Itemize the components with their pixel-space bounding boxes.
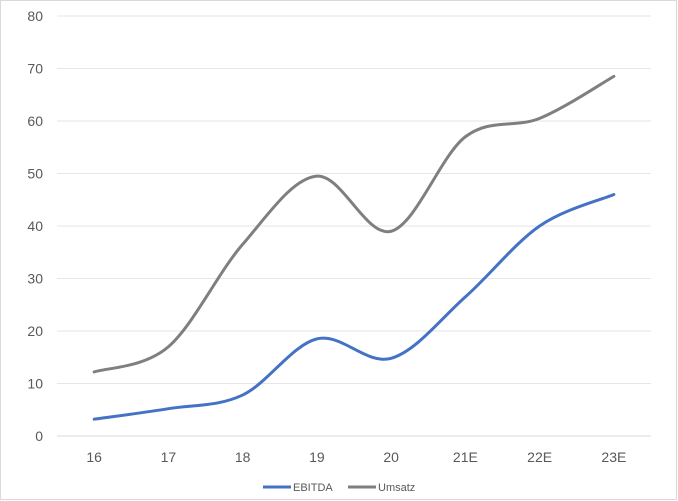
- series-line-ebitda: [92, 193, 616, 421]
- y-tick-label: 20: [27, 323, 43, 339]
- y-tick-label: 10: [27, 376, 43, 392]
- y-tick-label: 80: [27, 8, 43, 24]
- y-tick-label: 40: [27, 218, 43, 234]
- y-tick-label: 30: [27, 271, 43, 287]
- x-tick-label: 20: [383, 449, 399, 465]
- x-tick-label: 17: [161, 449, 177, 465]
- series-line-umsatz: [92, 74, 616, 374]
- x-tick-label: 16: [86, 449, 102, 465]
- y-tick-label: 0: [35, 428, 43, 444]
- x-tick-label: 22E: [527, 449, 552, 465]
- series-lines: [92, 74, 616, 421]
- y-axis-ticks: 0 10 20 30 40 50 60 70 80: [27, 8, 43, 444]
- y-tick-label: 60: [27, 113, 43, 129]
- x-tick-label: 19: [309, 449, 325, 465]
- x-tick-label: 18: [235, 449, 251, 465]
- x-tick-label: 23E: [601, 449, 626, 465]
- y-tick-label: 70: [27, 61, 43, 77]
- x-axis-ticks: 16 17 18 19 20 21E 22E 23E: [86, 449, 626, 465]
- x-tick-label: 21E: [453, 449, 478, 465]
- gridlines: [57, 15, 651, 437]
- legend: EBITDA Umsatz: [263, 482, 415, 494]
- legend-label-umsatz: Umsatz: [378, 482, 415, 494]
- legend-label-ebitda: EBITDA: [293, 482, 333, 494]
- y-tick-label: 50: [27, 166, 43, 182]
